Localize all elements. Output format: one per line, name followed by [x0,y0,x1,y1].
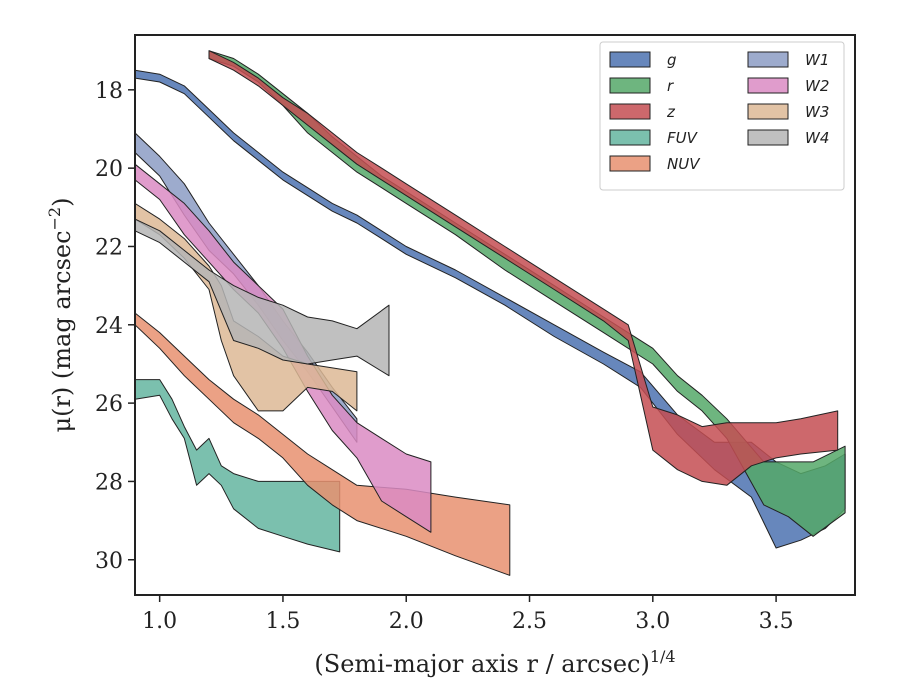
x-tick-label: 2.0 [389,609,424,634]
legend-swatch-w4 [747,129,789,146]
x-axis-label-exponent: 1/4 [650,647,676,666]
x-tick-label: 3.5 [759,609,794,634]
x-tick-label: 3.0 [635,609,670,634]
legend-label-w1: W1 [805,51,829,69]
x-axis: 1.0 1.5 2.0 2.5 3.0 3.5 [142,595,794,634]
y-tick-label: 26 [95,392,123,417]
legend-swatch-w1 [747,51,789,68]
legend-label-g: g [667,51,677,69]
series-area-z [208,50,839,486]
legend-swatch-w3 [747,103,789,120]
y-tick-label: 20 [95,157,123,182]
legend-swatch-r [609,77,651,94]
legend-swatch-w2 [747,77,789,94]
x-tick-label: 1.0 [142,609,177,634]
legend-label-fuv: FUV [667,129,699,147]
y-tick-label: 24 [95,314,123,339]
legend: grz FUV NUV W1 W2 W3 W4 [599,41,845,191]
y-axis-label-exponent: −2 [45,207,64,231]
legend-label-nuv: NUV [667,155,701,173]
y-axis: 18 20 22 24 26 28 30 [95,79,135,574]
series-areas [135,50,846,576]
y-tick-label: 18 [95,79,123,104]
legend-label-w4: W4 [805,129,829,147]
legend-label-z: z [666,103,676,121]
legend-swatch-nuv [609,155,651,172]
series-area-fuv [135,379,341,553]
x-tick-label: 2.5 [512,609,547,634]
y-tick-label: 22 [95,235,123,260]
legend-label-r: r [667,77,674,95]
y-axis-label: μ(r) (mag arcsec−2) [45,198,76,433]
legend-label-w3: W3 [805,103,829,121]
plot-frame [134,34,856,596]
y-axis-label-tail: ) [48,198,76,207]
legend-swatch-z [609,103,651,120]
legend-swatch-fuv [609,129,651,146]
series-area-w4 [135,218,390,377]
y-tick-label: 30 [95,549,123,574]
y-tick-label: 28 [95,470,123,495]
x-tick-label: 1.5 [265,609,300,634]
legend-label-w2: W2 [805,77,829,95]
legend-swatch-g [609,51,651,68]
x-axis-label: (Semi-major axis r / arcsec)1/4 [314,647,675,678]
